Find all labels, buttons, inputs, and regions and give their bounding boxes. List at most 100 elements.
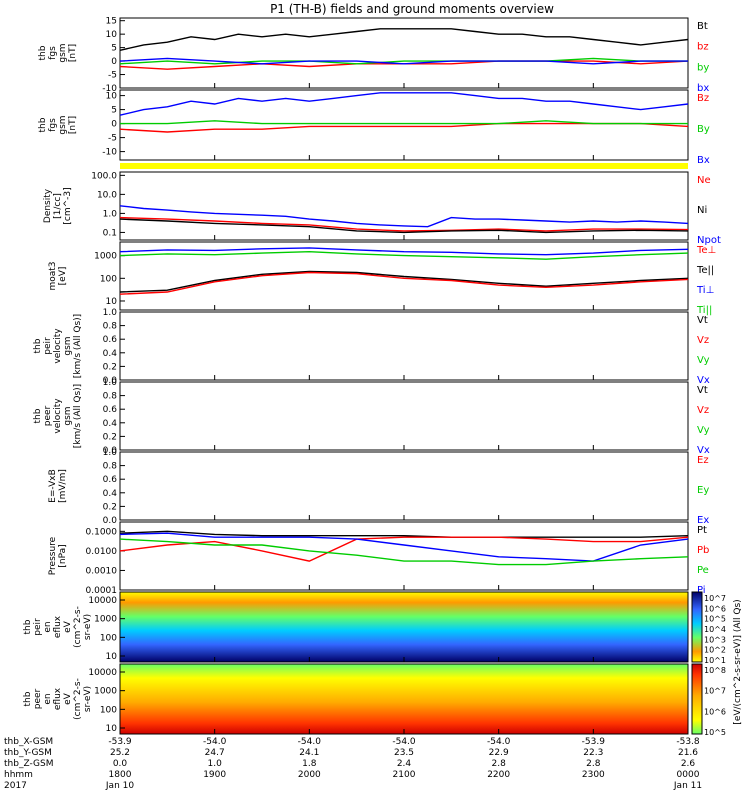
series-line-Npot	[119, 205, 689, 228]
y-tick-label: 0.6	[103, 335, 118, 345]
xaxis-value: -54.0	[298, 737, 322, 747]
series-line-Te||	[119, 270, 689, 293]
y-tick-label: 0.1	[103, 228, 117, 238]
panel-ylabel: Density	[43, 188, 53, 223]
xaxis-value: 1.8	[302, 759, 317, 769]
xaxis-row-label: 2017	[4, 781, 27, 791]
legend-label: Bz	[697, 93, 709, 104]
panel-ylabel: eflux	[53, 615, 63, 638]
colorbar-tick-label: 10^5	[704, 615, 726, 624]
y-tick-label: 0.8	[103, 392, 118, 402]
legend-label: Ni	[697, 205, 707, 216]
legend-label: Vz	[697, 405, 709, 416]
colorbar-axis-label: [eV/(cm^2-s-sr-eV)] (All Qs)	[733, 599, 743, 724]
legend-label: Te⊥	[696, 245, 716, 256]
series-line-bz	[119, 60, 689, 70]
xaxis-value: 2.6	[681, 759, 696, 769]
panel-ylabel: thb	[38, 117, 48, 132]
y-tick-label: 10000	[88, 668, 117, 678]
y-tick-label: 0.4	[103, 489, 118, 499]
legend-label: Npot	[697, 235, 721, 246]
panel-ylabel: [mV/m]	[58, 469, 68, 503]
panel-frame	[119, 381, 689, 451]
series-line-Pe	[119, 538, 689, 566]
legend-label: Bx	[697, 155, 710, 166]
xaxis-value: Jan 10	[105, 781, 134, 791]
panel-ylabel: peer	[33, 688, 43, 709]
series-line-Ti||	[119, 250, 689, 260]
xaxis-value: 22.9	[489, 748, 509, 758]
xaxis-value: 21.6	[678, 748, 698, 758]
panel-ylabel: E=-VxB	[48, 469, 58, 503]
legend-label: Vt	[697, 385, 708, 396]
y-tick-label: -10	[102, 84, 117, 94]
legend-label: By	[697, 124, 710, 135]
xaxis-value: 2300	[582, 770, 605, 780]
xaxis-value: 2.8	[586, 759, 601, 769]
series-line-Bx	[119, 92, 689, 116]
y-tick-label: 5	[111, 44, 117, 54]
figure-title: P1 (TH-B) fields and ground moments over…	[270, 2, 554, 16]
y-tick-label: 100	[100, 633, 117, 643]
xaxis-value: 1900	[203, 770, 226, 780]
x-axis-annotation: thb_X-GSM -53.9 -54.0 -54.0 -54.0 -54.0 -53.9 -…	[4, 737, 702, 791]
panel-ylabel: [km/s (All Qs)]	[73, 384, 83, 448]
panel-ylabel: (cm^2-s-	[73, 678, 83, 720]
panel-frame	[119, 451, 689, 521]
series-line-Pt	[119, 530, 689, 538]
panel-ylabel: gsm	[58, 115, 68, 134]
xaxis-value: -54.0	[203, 737, 227, 747]
legend-label: bx	[697, 83, 709, 94]
legend-label: Pi	[697, 585, 706, 596]
panel-9: thb peir en eflux eV (cm^2-s-sr-eV) 10^710^6 10…	[23, 591, 726, 665]
legend-label: Vz	[697, 335, 709, 346]
y-tick-label: 10	[106, 652, 118, 662]
series-line-Pb	[119, 536, 689, 562]
legend-label: Te||	[696, 265, 714, 276]
y-tick-label: 15	[106, 17, 117, 27]
series-line-Bt	[119, 28, 689, 51]
panel-3: Density [1/cc] [cm^-3] 100.0 10.0 1.0 0.1 Ne Ni N…	[43, 171, 721, 246]
series-line-bx	[119, 57, 688, 65]
colorbar	[692, 592, 702, 662]
panel-ylabel: eV	[63, 620, 73, 633]
xaxis-row-label: thb_X-GSM	[4, 737, 53, 747]
legend-label: Vx	[697, 375, 710, 386]
xaxis-value: 2100	[393, 770, 416, 780]
panel-7: E=-VxB [mV/m] 1.0 0.8 0.6 0.4 0.2 0.0 Ez Ey Ex	[48, 448, 709, 526]
panel-ylabel: fgs	[48, 46, 58, 60]
panel-ylabel: thb	[23, 619, 33, 634]
panel-ylabel: [nT]	[68, 44, 78, 62]
colorbar-frame	[691, 663, 703, 735]
y-tick-label: 0.4	[103, 349, 118, 359]
y-tick-label: 0.6	[103, 405, 118, 415]
panel-1: thb fgs gsm [nT] 15 10 5 0 -5 -10 Bt bz by bx	[38, 17, 709, 94]
xaxis-value: -53.8	[676, 737, 700, 747]
panel-ylabel: (cm^2-s-	[73, 606, 83, 648]
series-line-Ti⊥	[119, 247, 689, 256]
panel-ylabel: [eV]	[58, 267, 68, 286]
xaxis-value: 2.8	[492, 759, 507, 769]
panel-ylabel: sr-eV)	[83, 686, 93, 712]
panel-6: thb peer velocity gsm [km/s (All Qs)] 1.0 0.8 0…	[33, 378, 710, 456]
y-tick-label: 100.0	[91, 171, 117, 181]
xaxis-value: 2000	[298, 770, 321, 780]
y-tick-label: 0.0	[103, 446, 118, 456]
panel-ylabel: fgs	[48, 118, 58, 132]
y-tick-label: 0.8	[103, 322, 118, 332]
y-tick-label: 1.0	[103, 209, 118, 219]
y-tick-label: -10	[102, 148, 117, 158]
panel-ylabel: gsm	[63, 406, 73, 425]
xaxis-value: 2200	[487, 770, 510, 780]
colorbar-tick-label: 10^7	[704, 594, 726, 603]
y-tick-label: 0	[111, 120, 117, 130]
xaxis-row-label: thb_Y-GSM	[4, 748, 52, 758]
panel-ylabel: en	[43, 621, 53, 632]
legend-label: Vy	[697, 425, 710, 436]
panel-ylabel: velocity	[53, 398, 63, 434]
xaxis-value: -54.0	[487, 737, 511, 747]
y-tick-label: 0.0010	[86, 566, 118, 576]
y-tick-label: 1.0	[103, 308, 118, 318]
